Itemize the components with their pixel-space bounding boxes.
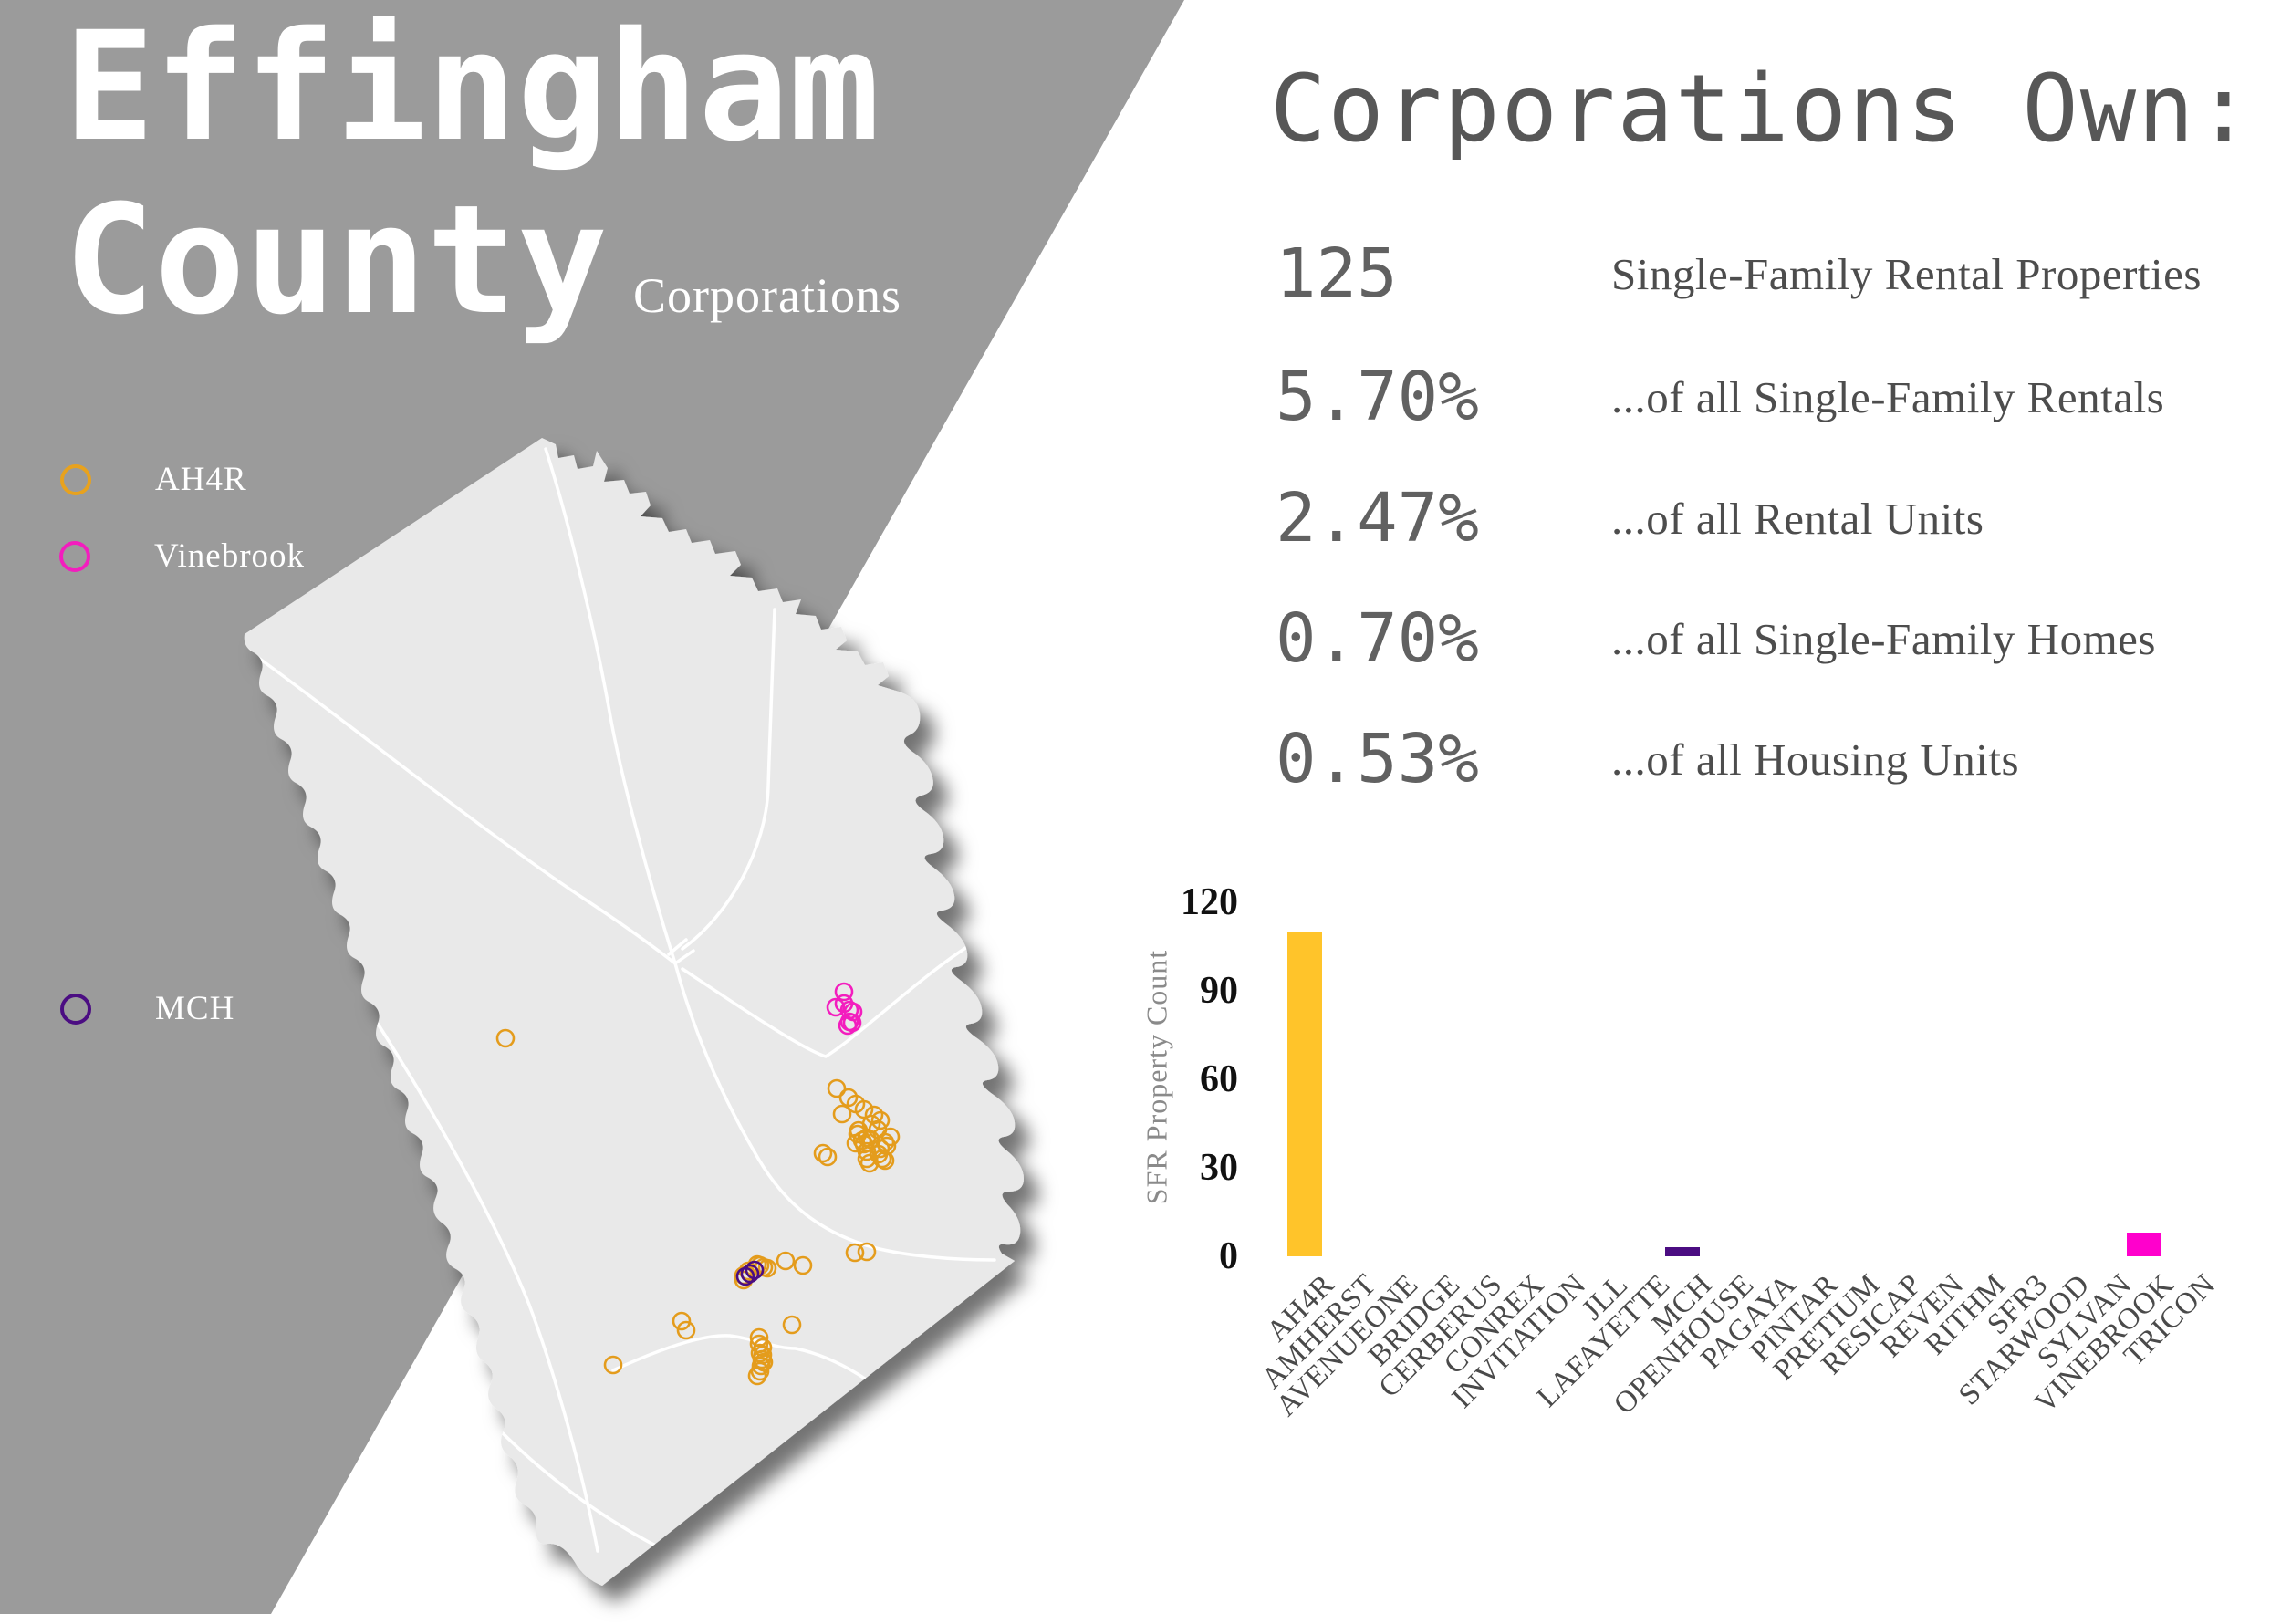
vinebrook-property-marker [838,1015,858,1036]
stat-value: 5.70% [1276,358,1479,436]
ah4r-property-marker [813,1143,833,1163]
ah4r-property-marker [859,1153,880,1173]
county-map [244,438,1025,1586]
legend-label-ah4r: AH4R [155,461,247,498]
ah4r-property-marker [870,1110,891,1130]
page-title: Effingham County Corporations [64,0,901,382]
sfr-bar-chart: SFR Property Count 0 30 60 90 120 AH4R AMHERST… [1131,867,2281,1505]
stat-row-rental-units-pct: 2.47% ...of all Rental Units [1276,468,2270,568]
property-markers [495,982,901,1386]
stat-row-sf-homes-pct: 0.70% ...of all Single-Family Homes [1276,588,2270,689]
ah4r-property-marker [757,1258,777,1278]
y-tick-0: 0 [1219,1235,1238,1277]
y-tick-60: 60 [1200,1058,1238,1100]
legend-item-vinebrook: Vinebrook [59,536,305,576]
ah4r-circle-icon [60,463,91,495]
title-line-2-text: County [64,172,609,348]
ah4r-property-marker [845,1243,865,1263]
legend-item-mch: MCH [60,989,234,1028]
ah4r-property-marker [603,1355,623,1375]
county-shape [244,438,1025,1586]
ah4r-property-marker [857,1141,877,1161]
stat-row-housing-units-pct: 0.53% ...of all Housing Units [1276,709,2270,809]
bar-vinebrook [2127,1233,2161,1256]
ah4r-property-marker [776,1251,796,1271]
stat-label: ...of all Single-Family Homes [1611,613,2156,664]
stat-value: 125 [1276,234,1398,313]
ah4r-property-marker [782,1315,802,1335]
y-tick-120: 120 [1181,881,1238,923]
stat-row-sfr-properties: 125 Single-Family Rental Properties [1276,224,2270,324]
stat-label: ...of all Housing Units [1611,734,2020,785]
legend-item-ah4r: AH4R [60,460,247,499]
ah4r-property-marker [880,1127,901,1147]
title-subtitle: Corporations [633,268,902,323]
title-line-2: County Corporations [64,173,901,382]
ah4r-property-marker [676,1320,696,1340]
ah4r-property-marker [857,1242,877,1262]
bar-mch [1665,1247,1700,1256]
ah4r-property-marker [747,1366,767,1386]
stat-row-sf-rentals-pct: 5.70% ...of all Single-Family Rentals [1276,347,2270,447]
vinebrook-circle-icon [59,540,90,572]
ah4r-property-marker [672,1311,692,1331]
ah4r-property-marker [818,1147,838,1167]
y-tick-30: 30 [1200,1147,1238,1189]
stat-value: 0.53% [1276,720,1479,798]
ah4r-property-marker [854,1099,874,1119]
mch-property-marker [740,1264,760,1284]
stat-label: ...of all Single-Family Rentals [1611,371,2165,422]
legend-label-vinebrook: Vinebrook [154,537,306,575]
stats-heading: Corporations Own: [1270,55,2254,163]
stat-value: 0.70% [1276,599,1479,678]
mch-circle-icon [60,993,91,1025]
ah4r-property-marker [827,1078,847,1098]
stat-label: ...of all Rental Units [1611,493,1984,544]
ah4r-property-marker [832,1104,852,1124]
legend-label-mch: MCH [155,990,235,1027]
stat-label: Single-Family Rental Properties [1611,248,2202,299]
vinebrook-property-marker [834,982,854,1002]
ah4r-property-marker [495,1028,516,1048]
stat-value: 2.47% [1276,479,1479,557]
title-line-1: Effingham [64,0,880,174]
bar-ah4r [1287,932,1322,1256]
y-tick-90: 90 [1200,970,1238,1012]
ah4r-property-marker [793,1255,813,1275]
